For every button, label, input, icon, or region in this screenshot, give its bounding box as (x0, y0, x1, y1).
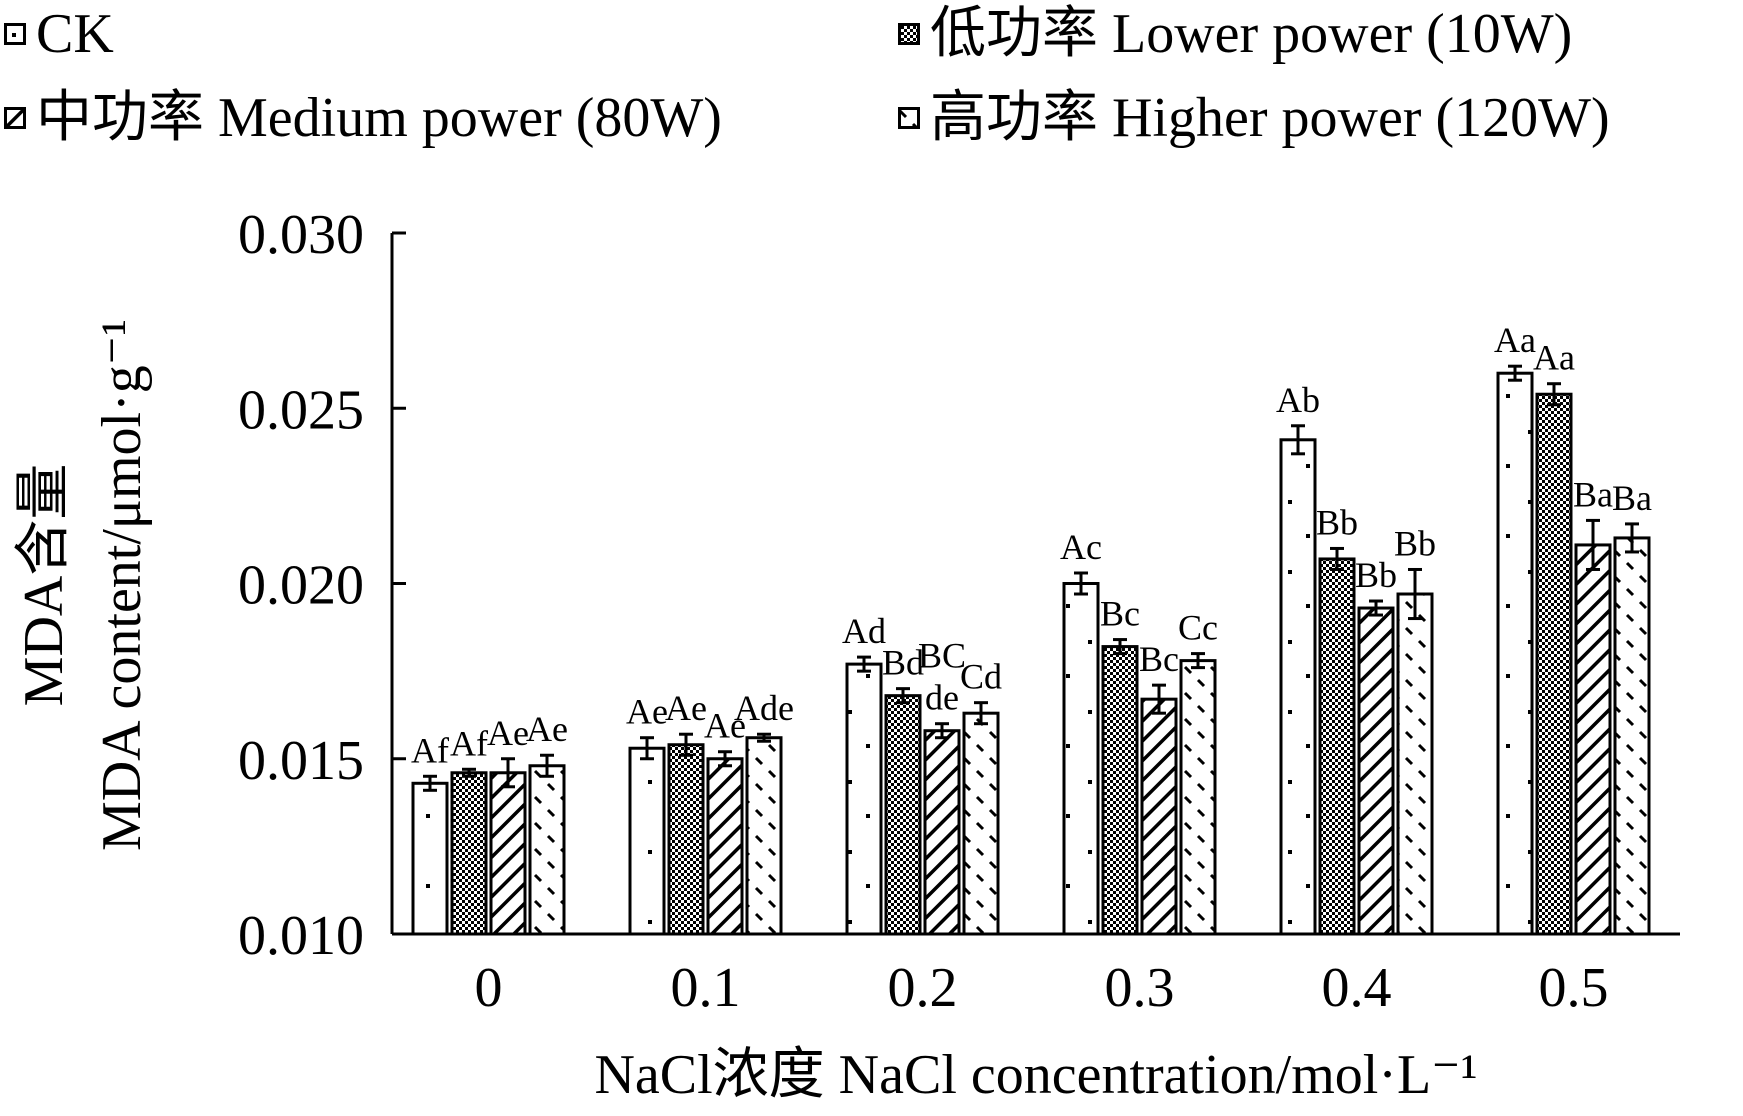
y-tick-label: 0.020 (238, 555, 364, 617)
bar (667, 743, 705, 936)
legend-label: 低功率 Lower power (10W) (930, 3, 1573, 65)
bar (1396, 592, 1434, 936)
legend-item: 低功率 Lower power (10W) (898, 2, 1572, 66)
x-tick-label: 0.3 (1105, 957, 1175, 1019)
bar (745, 736, 783, 936)
bar (1140, 697, 1178, 936)
bar (845, 662, 883, 936)
legend-swatch (898, 107, 920, 129)
significance-label: BC de (918, 636, 966, 718)
significance-label: Ab (1276, 380, 1320, 420)
legend-label: 高功率 Higher power (120W) (930, 87, 1610, 149)
significance-label: Ae (526, 709, 568, 749)
legend-label: CK (36, 3, 114, 65)
bar (1062, 582, 1100, 936)
bar (1179, 659, 1217, 936)
y-tick-label: 0.010 (238, 905, 364, 967)
bar (884, 694, 922, 936)
x-tick-label: 0.4 (1322, 957, 1392, 1019)
bar (1574, 543, 1612, 936)
significance-label: Ae (665, 688, 707, 728)
bar (1496, 371, 1534, 936)
significance-label: Cd (960, 657, 1002, 697)
significance-label: Ac (1060, 527, 1102, 567)
y-tick-label: 0.025 (238, 379, 364, 441)
bar (628, 746, 666, 936)
legend-swatch (4, 23, 26, 45)
bar (1535, 392, 1573, 936)
legend-label: 中功率 Medium power (80W) (36, 87, 722, 149)
significance-label: Bb (1355, 555, 1397, 595)
bar (528, 764, 566, 936)
significance-label: Bb (1316, 502, 1358, 542)
legend: CK 低功率 Lower power (10W) 中功率 Medium power … (0, 0, 1743, 160)
significance-label: Ba (1612, 478, 1652, 518)
significance-label: Bc (1100, 594, 1140, 634)
y-axis-title-cn: MDA含量 (13, 464, 75, 707)
significance-label: Af (450, 723, 488, 763)
significance-label: Af (411, 730, 449, 770)
y-axis-title-en: MDA content/μmol·g⁻¹ (91, 319, 153, 851)
bar (706, 757, 744, 936)
legend-swatch (898, 23, 920, 45)
y-tick-label: 0.030 (238, 204, 364, 266)
x-tick-label: 0.1 (671, 957, 741, 1019)
significance-label: Aa (1533, 338, 1575, 378)
bar (1279, 438, 1317, 936)
bar (450, 771, 488, 936)
significance-label: Ba (1573, 474, 1613, 514)
x-tick-label: 0.2 (888, 957, 958, 1019)
significance-label: Bd (882, 643, 924, 683)
bar (1613, 536, 1651, 936)
legend-item: 高功率 Higher power (120W) (898, 86, 1610, 150)
legend-swatch (4, 107, 26, 129)
bar (1357, 606, 1395, 936)
bar (923, 729, 961, 936)
y-tick-label: 0.015 (238, 730, 364, 792)
x-axis-title: NaCl浓度 NaCl concentration/mol·L⁻¹ (594, 1044, 1477, 1106)
bar (1318, 557, 1356, 936)
legend-item: 中功率 Medium power (80W) (4, 86, 722, 150)
bar (411, 781, 449, 936)
significance-label: Ade (734, 688, 794, 728)
legend-item: CK (4, 2, 114, 66)
x-tick-label: 0.5 (1539, 957, 1609, 1019)
significance-label: Ae (626, 692, 668, 732)
significance-label: Bc (1139, 639, 1179, 679)
significance-label: Ae (704, 706, 746, 746)
bar (1101, 645, 1139, 936)
significance-label: Aa (1494, 320, 1536, 360)
bar (962, 711, 1000, 936)
significance-label: Ad (842, 611, 886, 651)
bar (489, 771, 527, 936)
significance-label: Cc (1178, 608, 1218, 648)
x-tick-label: 0 (475, 957, 503, 1019)
significance-label: Bb (1394, 523, 1436, 563)
significance-label: Ae (487, 713, 529, 753)
